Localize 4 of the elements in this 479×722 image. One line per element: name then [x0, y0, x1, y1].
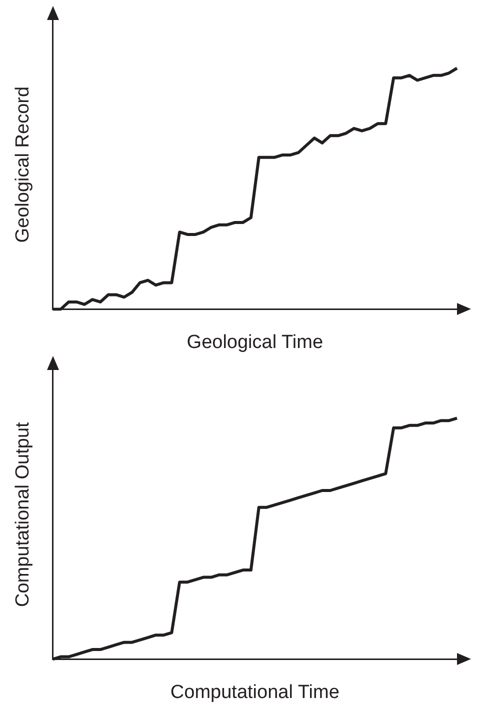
y-axis-title: Geological Record: [12, 86, 34, 243]
y-axis-title: Computational Output: [12, 421, 34, 608]
x-axis-title: Geological Time: [186, 332, 324, 353]
x-axis-title: Computational Time: [170, 682, 340, 703]
